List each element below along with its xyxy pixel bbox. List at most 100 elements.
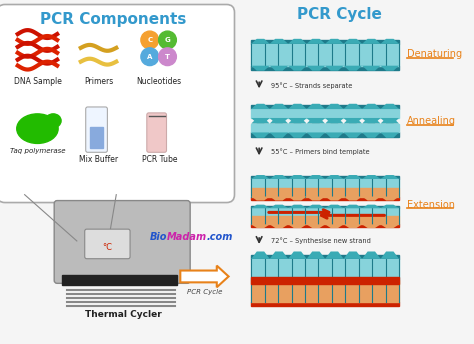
- Polygon shape: [325, 104, 344, 109]
- Polygon shape: [288, 118, 307, 123]
- FancyBboxPatch shape: [147, 113, 166, 152]
- Polygon shape: [270, 118, 288, 123]
- Circle shape: [141, 31, 159, 49]
- Polygon shape: [325, 118, 344, 123]
- Text: PCR Cycle: PCR Cycle: [187, 289, 223, 295]
- Polygon shape: [325, 66, 344, 71]
- Text: PCR Cycle: PCR Cycle: [298, 8, 383, 22]
- Polygon shape: [270, 224, 288, 228]
- Polygon shape: [288, 104, 307, 109]
- Polygon shape: [325, 39, 344, 44]
- Polygon shape: [344, 104, 362, 109]
- Polygon shape: [362, 224, 381, 228]
- Polygon shape: [325, 132, 344, 138]
- Text: Taq polymerase: Taq polymerase: [9, 148, 65, 154]
- Text: A: A: [147, 54, 153, 60]
- FancyBboxPatch shape: [0, 4, 235, 203]
- Polygon shape: [325, 205, 344, 208]
- Polygon shape: [381, 39, 399, 44]
- Polygon shape: [270, 205, 288, 208]
- Bar: [251, 109, 399, 118]
- Text: G: G: [164, 37, 170, 43]
- Bar: [251, 255, 399, 259]
- Polygon shape: [288, 196, 307, 201]
- Polygon shape: [307, 205, 325, 208]
- Text: Primers: Primers: [84, 77, 113, 86]
- Text: 95°C – Strands separate: 95°C – Strands separate: [271, 82, 352, 89]
- Polygon shape: [251, 118, 270, 123]
- Polygon shape: [251, 175, 270, 179]
- Polygon shape: [288, 118, 307, 123]
- Polygon shape: [251, 118, 270, 123]
- Polygon shape: [270, 196, 288, 201]
- Text: .com: .com: [207, 232, 233, 242]
- Bar: [251, 176, 399, 179]
- Bar: [251, 179, 399, 188]
- Polygon shape: [381, 251, 399, 259]
- Polygon shape: [344, 66, 362, 71]
- Polygon shape: [362, 39, 381, 44]
- Polygon shape: [381, 132, 399, 138]
- Polygon shape: [307, 118, 325, 123]
- Bar: [251, 123, 399, 132]
- Polygon shape: [362, 175, 381, 179]
- Polygon shape: [381, 118, 399, 123]
- Text: Denaturing: Denaturing: [407, 49, 462, 59]
- Polygon shape: [344, 132, 362, 138]
- Polygon shape: [251, 104, 270, 109]
- Polygon shape: [381, 224, 399, 228]
- Polygon shape: [381, 118, 399, 123]
- Polygon shape: [288, 205, 307, 208]
- Polygon shape: [270, 175, 288, 179]
- Bar: [251, 40, 399, 44]
- Bar: [251, 277, 399, 284]
- Polygon shape: [270, 104, 288, 109]
- Polygon shape: [251, 66, 270, 71]
- Polygon shape: [362, 196, 381, 201]
- Bar: [251, 205, 399, 208]
- Bar: [251, 188, 399, 196]
- Polygon shape: [381, 196, 399, 201]
- Bar: [251, 44, 399, 66]
- Polygon shape: [362, 118, 381, 123]
- Polygon shape: [251, 132, 270, 138]
- Bar: [251, 66, 399, 69]
- Polygon shape: [251, 196, 270, 201]
- Text: Nucleotides: Nucleotides: [136, 77, 181, 86]
- Text: 55°C – Primers bind template: 55°C – Primers bind template: [271, 148, 370, 155]
- Polygon shape: [288, 175, 307, 179]
- Polygon shape: [325, 251, 344, 259]
- Text: Bio: Bio: [150, 232, 167, 242]
- Polygon shape: [180, 266, 228, 287]
- Text: Mix Buffer: Mix Buffer: [79, 155, 118, 164]
- Text: °C: °C: [102, 243, 112, 252]
- Circle shape: [141, 48, 159, 66]
- Polygon shape: [288, 251, 307, 259]
- Polygon shape: [344, 205, 362, 208]
- Ellipse shape: [46, 114, 61, 128]
- Polygon shape: [344, 118, 362, 123]
- Polygon shape: [325, 118, 344, 123]
- Polygon shape: [325, 224, 344, 228]
- Text: PCR Components: PCR Components: [40, 12, 186, 28]
- Polygon shape: [325, 175, 344, 179]
- Polygon shape: [307, 118, 325, 123]
- Polygon shape: [307, 132, 325, 138]
- Bar: [251, 208, 399, 216]
- Text: Madam: Madam: [166, 232, 207, 242]
- Bar: [251, 259, 399, 280]
- Polygon shape: [381, 66, 399, 71]
- Polygon shape: [307, 39, 325, 44]
- Polygon shape: [362, 205, 381, 208]
- Polygon shape: [362, 118, 381, 123]
- Polygon shape: [307, 175, 325, 179]
- Polygon shape: [344, 224, 362, 228]
- Polygon shape: [344, 175, 362, 179]
- Text: C: C: [147, 37, 152, 43]
- Bar: [251, 224, 399, 227]
- Bar: [251, 216, 399, 224]
- Polygon shape: [251, 251, 270, 259]
- Bar: [90, 127, 103, 148]
- Polygon shape: [288, 66, 307, 71]
- Circle shape: [159, 48, 176, 66]
